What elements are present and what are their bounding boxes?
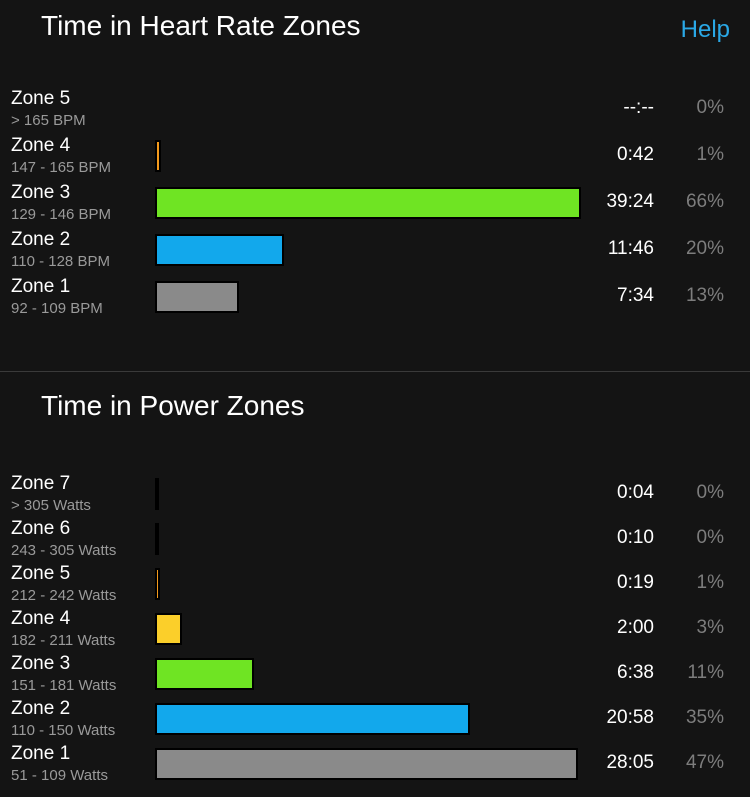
zone-percent: 1%: [696, 572, 724, 593]
power-zones-section: Time in Power Zones Zone 7 > 305 Watts 0:0…: [0, 372, 750, 797]
power-zones-title: Time in Power Zones: [41, 390, 305, 421]
zone-bar-track: [155, 613, 580, 645]
zone-row: Zone 4 182 - 211 Watts 2:00 3%: [0, 608, 750, 654]
zone-bar-track: [155, 748, 580, 780]
zone-bar: [155, 478, 159, 510]
help-link[interactable]: Help: [680, 16, 730, 43]
zone-range: > 305 Watts: [11, 497, 91, 514]
zone-time: 2:00: [617, 617, 654, 638]
zone-name: Zone 6: [11, 518, 71, 539]
zone-name: Zone 4: [11, 608, 71, 629]
zone-range: 182 - 211 Watts: [11, 632, 116, 649]
zone-time: 28:05: [606, 752, 654, 773]
zone-bar: [155, 703, 470, 735]
zone-bar: [155, 140, 162, 172]
zone-name: Zone 5: [11, 88, 71, 109]
zone-bar-track: [155, 140, 580, 172]
zone-range: 243 - 305 Watts: [11, 542, 117, 559]
zone-bar-track: [155, 234, 580, 266]
zone-row: Zone 1 51 - 109 Watts 28:05 47%: [0, 743, 750, 789]
zone-bar: [155, 187, 581, 219]
zone-percent: 20%: [685, 238, 724, 259]
zone-percent: 66%: [685, 191, 724, 212]
zone-range: 51 - 109 Watts: [11, 767, 108, 784]
zone-row: Zone 1 92 - 109 BPM 7:34 13%: [0, 276, 750, 322]
zone-percent: 0%: [696, 482, 724, 503]
zone-bar-track: [155, 187, 581, 219]
zone-range: 212 - 242 Watts: [11, 587, 117, 604]
section-divider: [0, 371, 750, 372]
zone-percent: 11%: [687, 662, 724, 683]
zone-bar: [155, 748, 578, 780]
zone-range: > 165 BPM: [11, 112, 86, 129]
zone-name: Zone 2: [11, 229, 71, 250]
zone-range: 110 - 150 Watts: [11, 722, 116, 739]
zone-name: Zone 3: [11, 653, 71, 674]
zone-bar-track: [155, 478, 580, 510]
zone-percent: 0%: [696, 527, 724, 548]
zone-time: 11:46: [607, 238, 654, 259]
zone-bar: [155, 613, 182, 645]
zone-name: Zone 5: [11, 563, 71, 584]
zone-row: Zone 5 212 - 242 Watts 0:19 1%: [0, 563, 750, 609]
zone-percent: 47%: [685, 752, 724, 773]
zone-name: Zone 7: [11, 473, 71, 494]
zone-bar-track: [155, 703, 580, 735]
zone-time: 20:58: [606, 707, 654, 728]
zone-row: Zone 2 110 - 128 BPM 11:46 20%: [0, 229, 750, 275]
zone-percent: 1%: [696, 144, 724, 165]
zone-row: Zone 3 129 - 146 BPM 39:24 66%: [0, 182, 750, 228]
zone-row: Zone 4 147 - 165 BPM 0:42 1%: [0, 135, 750, 181]
zone-time: 0:04: [617, 482, 654, 503]
zone-row: Zone 7 > 305 Watts 0:04 0%: [0, 473, 750, 519]
zone-time: 0:19: [617, 572, 654, 593]
zone-name: Zone 2: [11, 698, 71, 719]
zone-time: 0:10: [617, 527, 654, 548]
zone-percent: 3%: [696, 617, 724, 638]
zone-bar: [155, 523, 159, 555]
zone-range: 147 - 165 BPM: [11, 159, 112, 176]
zone-range: 92 - 109 BPM: [11, 300, 103, 317]
zone-percent: 0%: [696, 97, 724, 118]
zone-row: Zone 3 151 - 181 Watts 6:38 11%: [0, 653, 750, 699]
zone-bar-track: [155, 568, 580, 600]
zone-percent: 35%: [685, 707, 724, 728]
zone-name: Zone 3: [11, 182, 71, 203]
zone-time: 6:38: [617, 662, 654, 683]
zone-bar-track: [155, 93, 580, 125]
heart-rate-zones-section: Time in Heart Rate Zones Help Zone 5 > 16…: [0, 0, 750, 371]
zone-range: 110 - 128 BPM: [11, 253, 110, 270]
heart-rate-zones-title: Time in Heart Rate Zones: [41, 10, 361, 41]
zone-row: Zone 2 110 - 150 Watts 20:58 35%: [0, 698, 750, 744]
zone-name: Zone 1: [11, 743, 71, 764]
zone-name: Zone 1: [11, 276, 71, 297]
zone-bar: [155, 568, 160, 600]
zone-row: Zone 6 243 - 305 Watts 0:10 0%: [0, 518, 750, 564]
zone-bar: [155, 281, 239, 313]
zone-bar-track: [155, 658, 580, 690]
zone-name: Zone 4: [11, 135, 71, 156]
zone-range: 151 - 181 Watts: [11, 677, 117, 694]
zone-bar: [155, 658, 254, 690]
zone-time: 7:34: [617, 285, 654, 306]
zone-time: --:--: [623, 97, 654, 118]
zone-percent: 13%: [685, 285, 724, 306]
zone-bar-track: [155, 281, 580, 313]
zone-row: Zone 5 > 165 BPM --:-- 0%: [0, 88, 750, 134]
zone-bar: [155, 234, 284, 266]
zone-range: 129 - 146 BPM: [11, 206, 112, 223]
zone-time: 0:42: [617, 144, 654, 165]
zone-bar-track: [155, 523, 580, 555]
zone-time: 39:24: [606, 191, 654, 212]
